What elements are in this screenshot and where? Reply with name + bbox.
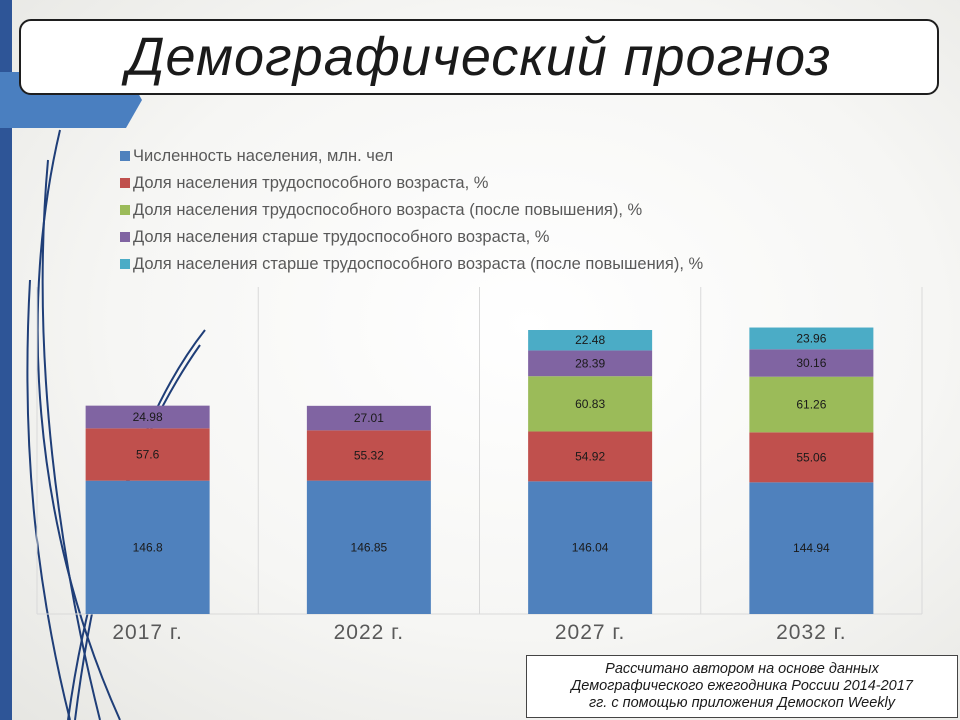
legend-label: Доля населения трудоспособного возраста …: [133, 201, 643, 219]
data-label: 146.8: [133, 540, 163, 554]
category-label: 2027 г.: [555, 621, 625, 644]
data-label: 60.83: [575, 397, 605, 411]
category-axis: 2017 г. 2022 г. 2027 г. 2032 г.: [112, 621, 846, 644]
legend-label: Численность населения, млн. чел: [133, 147, 393, 165]
data-label: 30.16: [796, 356, 826, 370]
data-label: 146.04: [572, 541, 609, 555]
bar-segment: [85, 405, 210, 429]
data-label: 28.39: [575, 356, 605, 370]
category-label: 2017 г.: [112, 621, 182, 644]
data-label: 144.94: [793, 541, 830, 555]
bar-segment: [528, 350, 653, 377]
chart-bars: 146.8 57.6 24.98 146.85 55.32 27.01 146.04 54.9…: [85, 327, 874, 614]
data-label: 27.01: [354, 411, 384, 425]
data-label: 57.6: [136, 447, 160, 461]
data-label: 55.06: [796, 450, 826, 464]
legend-label: Доля населения трудоспособного возраста,…: [133, 174, 489, 192]
legend-label: Доля населения старше трудоспособного во…: [133, 255, 703, 273]
title-box: Демографический прогноз: [19, 19, 939, 95]
bar-segment: [528, 376, 653, 432]
source-note: Рассчитано автором на основе данных Демо…: [526, 655, 958, 718]
source-line-2: Демографического ежегодника России 2014-…: [571, 678, 913, 694]
bar-segment: [528, 431, 653, 482]
data-label: 146.85: [351, 540, 388, 554]
data-label: 54.92: [575, 449, 605, 463]
data-label: 23.96: [796, 331, 826, 345]
chart-legend: Численность населения, млн. чел Доля насе…: [120, 147, 703, 273]
bar-segment: [85, 428, 210, 481]
category-label: 2032 г.: [776, 621, 846, 644]
legend-swatch: [120, 151, 130, 161]
legend-label: Доля населения старше трудоспособного во…: [133, 228, 550, 246]
bar-segment: [749, 432, 874, 483]
bar-segment: [528, 481, 653, 614]
bar-segment: [749, 482, 874, 614]
legend-swatch: [120, 232, 130, 242]
data-label: 22.48: [575, 333, 605, 347]
legend-swatch: [120, 178, 130, 188]
bar-segment: [85, 480, 210, 614]
bar-segment: [528, 330, 653, 351]
bar-segment: [306, 480, 431, 614]
legend-swatch: [120, 205, 130, 215]
bar-segment: [749, 349, 874, 377]
data-label: 61.26: [796, 398, 826, 412]
slide-title: Демографический прогноз: [126, 27, 832, 87]
bar-segment: [749, 376, 874, 433]
source-line-3: гг. с помощью приложения Демоскоп Weekly: [588, 695, 896, 711]
data-label: 24.98: [133, 410, 163, 424]
bar-segment: [749, 327, 874, 350]
source-line-1: Рассчитано автором на основе данных: [605, 661, 879, 677]
data-label: 55.32: [354, 448, 384, 462]
category-label: 2022 г.: [334, 621, 404, 644]
bar-segment: [306, 405, 431, 431]
legend-swatch: [120, 259, 130, 269]
bar-segment: [306, 430, 431, 481]
